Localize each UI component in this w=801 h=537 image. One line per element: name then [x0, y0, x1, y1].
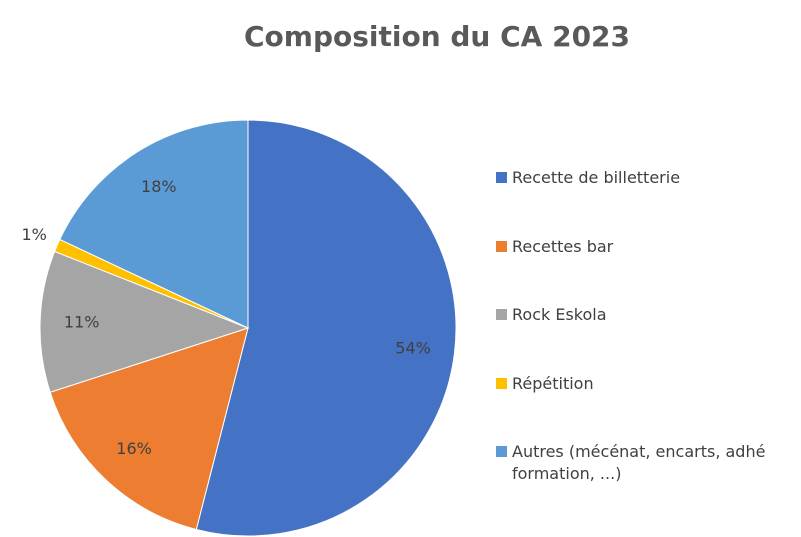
- data-label: 54%: [395, 338, 431, 357]
- data-label: 18%: [141, 177, 177, 196]
- legend-swatch: [496, 240, 507, 252]
- pie-slice: [59, 119, 249, 329]
- legend-label: Recettes bar: [512, 236, 614, 256]
- legend-swatch: [496, 446, 507, 457]
- data-label: 1%: [22, 225, 47, 244]
- legend-label: Répétition: [512, 373, 594, 393]
- chart-title: Composition du CA 2023: [244, 20, 630, 53]
- legend-swatch: [496, 309, 507, 320]
- pie-slice: [49, 327, 249, 531]
- data-label: 16%: [116, 439, 152, 458]
- pie-slice: [195, 119, 457, 537]
- data-label: 11%: [64, 312, 100, 331]
- legend-swatch: [496, 377, 507, 389]
- legend-swatch: [496, 172, 507, 183]
- legend-label: Autres (mécénat, encarts, adhé formation…: [512, 442, 766, 483]
- legend-label: Recette de billetterie: [512, 168, 681, 187]
- legend-label: Rock Eskola: [512, 305, 607, 324]
- pie-slice: [39, 250, 250, 393]
